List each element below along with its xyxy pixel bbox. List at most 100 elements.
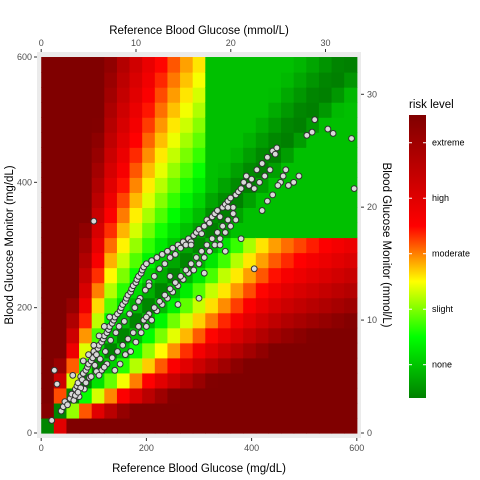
- data-point: [308, 128, 316, 136]
- heatmap-cell: [91, 102, 105, 118]
- heatmap-cell: [331, 327, 345, 344]
- heatmap-cell: [79, 222, 93, 239]
- heatmap-cell: [180, 117, 194, 133]
- heatmap-cell: [167, 207, 181, 224]
- data-point: [348, 135, 355, 142]
- data-point: [237, 185, 245, 193]
- heatmap-cell: [41, 237, 55, 254]
- heatmap-cell: [154, 102, 169, 118]
- heatmap-cell: [205, 297, 219, 314]
- heatmap-cell: [255, 387, 270, 404]
- heatmap-cell: [41, 252, 55, 269]
- legend-labels: extreme high moderate slight none: [409, 138, 470, 370]
- heatmap-cell: [167, 192, 181, 208]
- data-point: [90, 217, 98, 225]
- heatmap-cell: [129, 342, 143, 359]
- heatmap-cell: [217, 132, 232, 148]
- heatmap-cell: [91, 177, 105, 193]
- heatmap-cell: [53, 282, 68, 299]
- heatmap-cell: [306, 72, 320, 88]
- heatmap-cell: [230, 357, 244, 374]
- heatmap-cell: [154, 117, 169, 133]
- heatmap-cell: [243, 417, 257, 434]
- data-point: [121, 351, 129, 359]
- data-point: [93, 351, 100, 359]
- heatmap-cell: [154, 342, 169, 359]
- heatmap-cell: [53, 312, 68, 329]
- x-axis-bottom-title: Reference Blood Glucose (mg/dL): [112, 463, 286, 475]
- heatmap-cell: [318, 267, 333, 284]
- data-point: [101, 348, 109, 355]
- heatmap-cell: [142, 222, 156, 239]
- heatmap-cell: [281, 267, 295, 284]
- heatmap-cell: [344, 297, 358, 314]
- data-point: [90, 341, 98, 349]
- heatmap-cell: [116, 267, 131, 284]
- heatmap-cell: [205, 417, 219, 434]
- heatmap-cell: [217, 147, 232, 163]
- data-point: [100, 323, 108, 330]
- heatmap-cell: [306, 297, 320, 314]
- heatmap-cell: [230, 327, 244, 344]
- heatmap-cell: [281, 297, 295, 314]
- data-point: [282, 166, 290, 174]
- x-bottom-tick-label: 200: [139, 443, 154, 453]
- data-point: [214, 229, 221, 236]
- heatmap-cell: [344, 372, 358, 389]
- heatmap-cell: [154, 387, 169, 404]
- heatmap-cell: [268, 72, 282, 88]
- heatmap-cell: [79, 237, 93, 254]
- heatmap-cell: [306, 417, 320, 434]
- heatmap-cell: [243, 297, 257, 314]
- heatmap-cell: [41, 192, 55, 208]
- data-point: [227, 222, 234, 230]
- heatmap-cell: [306, 177, 320, 193]
- heatmap-cell: [116, 192, 131, 208]
- heatmap-cell: [116, 387, 131, 404]
- heatmap-cell: [318, 327, 333, 344]
- heatmap-cell: [255, 237, 270, 254]
- heatmap-cell: [268, 417, 282, 434]
- heatmap-cell: [53, 267, 68, 284]
- heatmap-cell: [331, 192, 345, 208]
- heatmap-cell: [79, 282, 93, 299]
- heatmap-cell: [243, 342, 257, 359]
- heatmap-cell: [268, 327, 282, 344]
- data-point: [127, 348, 135, 355]
- heatmap-cell: [167, 72, 181, 88]
- data-point: [79, 357, 87, 365]
- data-point: [227, 194, 234, 202]
- heatmap-cell: [306, 312, 320, 329]
- y-left-tick-label: 400: [17, 177, 32, 187]
- data-point: [219, 222, 227, 230]
- heatmap-cell: [230, 372, 244, 389]
- y-right-tick-label: 30: [367, 89, 377, 99]
- heatmap-cell: [243, 117, 257, 133]
- heatmap-cell: [192, 342, 206, 359]
- heatmap-cell: [344, 222, 358, 239]
- heatmap-cell: [217, 342, 232, 359]
- heatmap-cell: [318, 297, 333, 314]
- heatmap-cell: [293, 312, 307, 329]
- heatmap-cell: [91, 297, 105, 314]
- heatmap-cell: [255, 267, 270, 284]
- data-point: [53, 380, 61, 388]
- heatmap-cell: [66, 327, 80, 344]
- heatmap-cell: [318, 252, 333, 269]
- heatmap-cell: [306, 192, 320, 208]
- data-point: [166, 254, 174, 261]
- heatmap-cell: [167, 222, 181, 239]
- heatmap-cell: [293, 237, 307, 254]
- data-point: [148, 257, 156, 265]
- heatmap-cell: [66, 57, 80, 73]
- data-point: [64, 401, 71, 409]
- heatmap-cell: [91, 162, 105, 178]
- heatmap-cell: [331, 267, 345, 284]
- heatmap-cell: [306, 402, 320, 419]
- heatmap-cell: [192, 402, 206, 419]
- heatmap-cell: [79, 297, 93, 314]
- x-bottom-tick-label: 600: [349, 443, 364, 453]
- data-point: [240, 178, 248, 186]
- heatmap-cell: [142, 207, 156, 224]
